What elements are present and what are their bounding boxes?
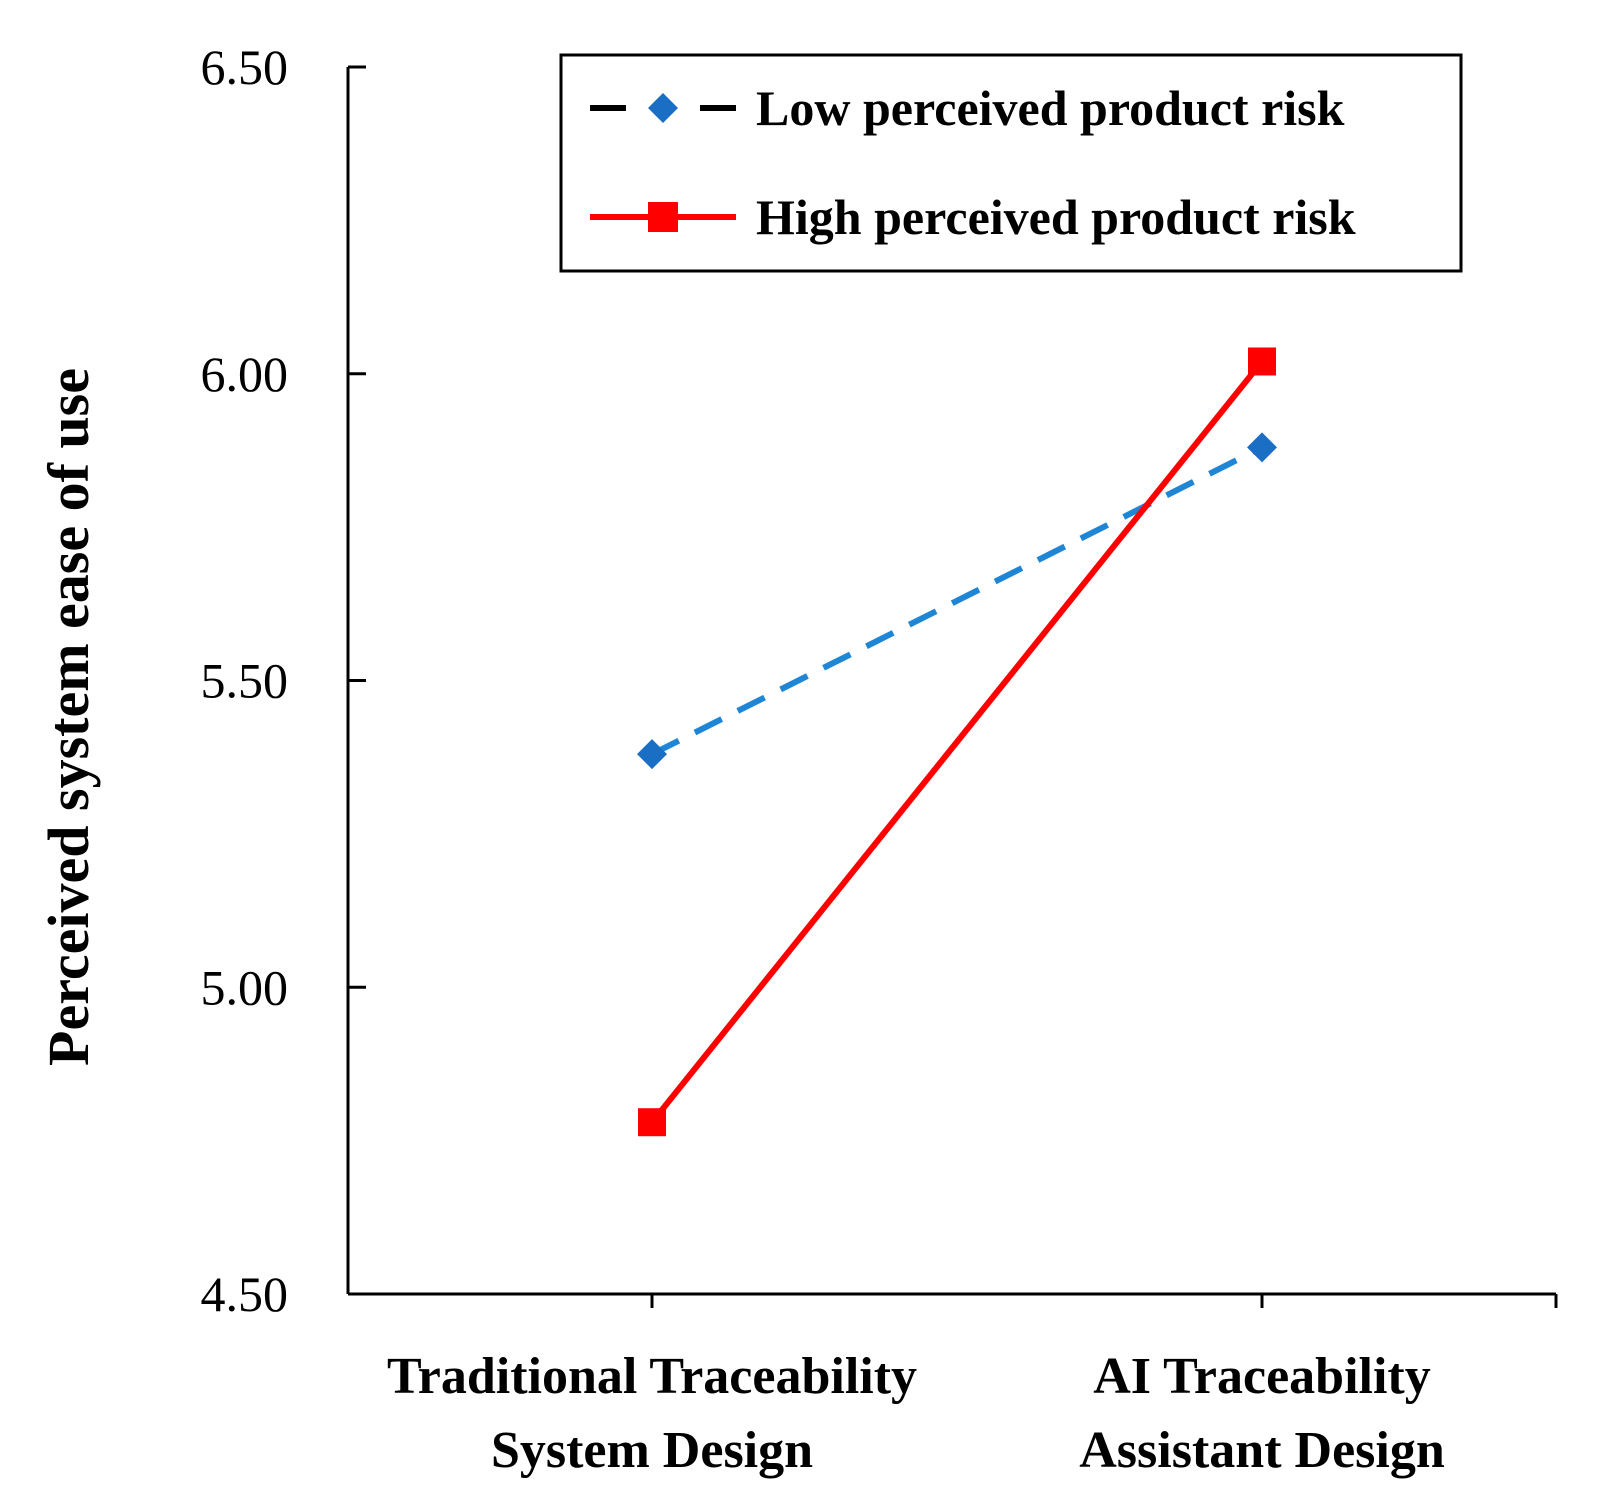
x-category-label: AI Traceability Assistant Design xyxy=(1079,1348,1445,1479)
legend-label: Low perceived product risk xyxy=(756,80,1345,136)
y-tick-label: 6.00 xyxy=(201,346,289,402)
x-category-label-line: System Design xyxy=(491,1422,813,1479)
legend-swatch-marker xyxy=(648,93,678,123)
series-line xyxy=(650,444,1264,757)
data-point xyxy=(1248,347,1276,376)
y-tick-label: 5.00 xyxy=(201,959,289,1015)
legend-swatch-marker xyxy=(648,202,678,232)
y-tick-label: 4.50 xyxy=(201,1266,289,1322)
data-point xyxy=(637,739,667,770)
y-axis-title: Perceived system ease of use xyxy=(36,368,101,1066)
series-line xyxy=(649,359,1265,1125)
series-layer xyxy=(637,347,1277,1137)
x-category-label-line: Assistant Design xyxy=(1079,1422,1445,1479)
legend-label: High perceived product risk xyxy=(756,189,1356,245)
legend-entry: Low perceived product risk xyxy=(590,80,1345,136)
legend: Low perceived product risk High perceived… xyxy=(559,53,1463,273)
y-tick-label: 5.50 xyxy=(201,653,289,709)
x-category-label-line: AI Traceability xyxy=(1093,1348,1431,1405)
series-high-risk xyxy=(638,347,1276,1137)
y-tick-label: 6.50 xyxy=(201,39,289,95)
legend-entry: High perceived product risk xyxy=(590,189,1356,245)
series-low-risk xyxy=(637,432,1277,770)
x-category-label: Traditional Traceability System Design xyxy=(387,1348,917,1479)
legend-box xyxy=(559,53,1463,273)
data-point xyxy=(638,1108,666,1137)
data-point xyxy=(1247,432,1277,463)
axes: 4.50 5.00 5.50 6.00 6.50 Traditional Traceabi… xyxy=(36,39,1558,1479)
x-category-label-line: Traditional Traceability xyxy=(387,1348,917,1405)
